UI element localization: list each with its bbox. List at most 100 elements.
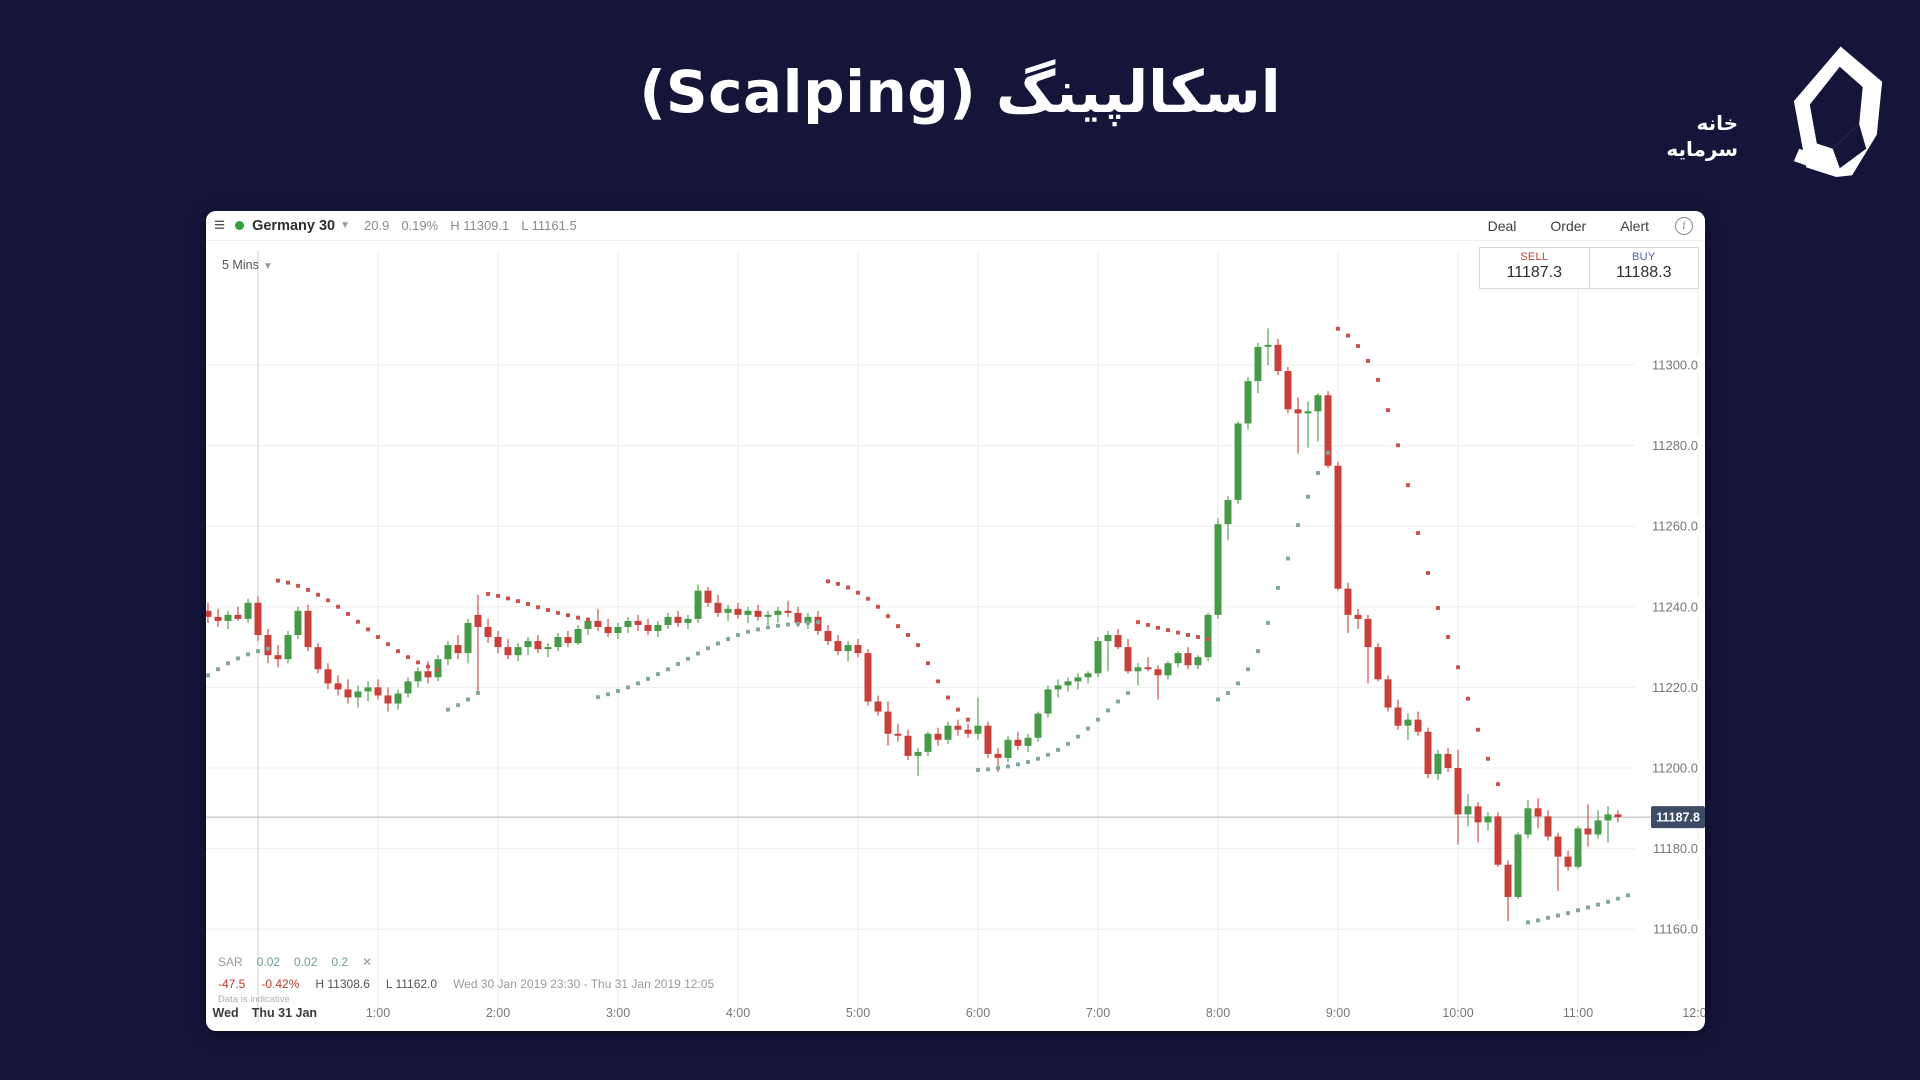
candle (324, 669, 332, 684)
candle (1194, 657, 1202, 666)
candle (1074, 677, 1082, 682)
candle (594, 620, 602, 627)
sar-dot (246, 652, 251, 657)
sar-dot (1156, 625, 1160, 630)
candle (614, 626, 622, 633)
candle (1254, 346, 1262, 382)
candle (1444, 753, 1452, 768)
sar-dot (1476, 727, 1481, 732)
candle (1274, 344, 1282, 372)
candle (654, 624, 662, 631)
x-axis-label: 7:00 (1086, 1006, 1110, 1020)
sar-dot (436, 667, 440, 672)
candle (894, 733, 902, 736)
sar-dot (336, 604, 341, 609)
price-chart[interactable]: 11160.0 11180.0 11200.0 11220.0 11240.0 11260… (206, 211, 1705, 1031)
candle (284, 635, 292, 660)
y-axis-label: 11300.0 (1652, 358, 1698, 373)
x-axis-label: 8:00 (1206, 1006, 1230, 1020)
candle (364, 687, 372, 692)
candle (424, 671, 432, 678)
candle (1394, 707, 1402, 726)
sar-dot (486, 591, 491, 596)
sar-dot (1236, 681, 1241, 686)
chevron-down-icon[interactable]: ▼ (340, 220, 351, 231)
candle (574, 628, 582, 644)
sar-dot (1285, 556, 1290, 561)
candle (494, 637, 502, 648)
sar-dot (1056, 747, 1061, 752)
sar-dot (796, 621, 800, 626)
candle (714, 602, 722, 613)
candle (1224, 500, 1232, 525)
candle (824, 630, 832, 642)
candle (764, 614, 772, 617)
candle (1554, 836, 1562, 857)
sar-dot (366, 627, 371, 632)
candle (854, 645, 862, 654)
instrument-name[interactable]: Germany 30 (252, 217, 336, 234)
candle (294, 610, 302, 636)
x-axis-label: 11:00 (1563, 1006, 1593, 1020)
sar-dot (936, 679, 941, 684)
sar-dot (976, 768, 980, 773)
candle (884, 711, 892, 734)
deal-button[interactable]: Deal (1487, 217, 1517, 234)
sar-dot (1486, 756, 1490, 761)
sar-dot (1435, 606, 1440, 611)
candle (1124, 647, 1132, 672)
candle (844, 645, 852, 652)
sar-dot (1296, 522, 1301, 527)
sar-dot (1266, 620, 1271, 625)
sar-dot (706, 646, 710, 651)
sar-dot (805, 620, 810, 625)
menu-icon[interactable]: ≡ (214, 215, 226, 236)
candle (584, 620, 592, 629)
indicator-close-icon[interactable]: ✕ (362, 955, 373, 969)
sar-dot (876, 604, 881, 609)
sar-dot (786, 622, 791, 627)
sar-dot (1255, 649, 1260, 654)
candle (554, 637, 562, 648)
stat-change-pct: -0.42% (261, 977, 300, 991)
y-axis-label: 11240.0 (1652, 599, 1698, 614)
buy-button[interactable]: BUY 11188.3 (1588, 248, 1699, 288)
sell-button[interactable]: SELL 11187.3 (1480, 248, 1589, 288)
sar-dot (355, 619, 360, 624)
sell-buy-box: SELL 11187.3 BUY 11188.3 (1479, 247, 1699, 289)
sar-dot (556, 610, 560, 615)
candle (924, 733, 932, 752)
candle (774, 610, 782, 615)
candle (1384, 679, 1392, 708)
candle (374, 687, 382, 696)
house-logo-icon (1793, 46, 1883, 178)
candle (1424, 731, 1432, 775)
info-icon[interactable]: i (1675, 216, 1693, 235)
sar-dot (1555, 913, 1560, 918)
candle (454, 645, 462, 654)
candle (1034, 713, 1042, 738)
order-button[interactable]: Order (1550, 217, 1587, 234)
y-axis-label: 11200.0 (1652, 761, 1698, 776)
sar-dot (1246, 667, 1250, 672)
sar-dot (1416, 531, 1421, 536)
sar-dot (1066, 741, 1070, 746)
sar-dot (1315, 471, 1320, 476)
sar-dot (955, 707, 960, 712)
header-actions: Deal Order Alert (1488, 218, 1649, 234)
sar-dot (265, 646, 270, 651)
sar-dot (1576, 908, 1580, 913)
sar-dot (1116, 699, 1121, 704)
indicator-param-3: 0.2 (331, 955, 349, 969)
candle (1504, 864, 1512, 897)
sar-dot (1495, 782, 1500, 787)
sar-dot (895, 624, 900, 629)
sar-dot (1036, 756, 1040, 761)
sar-dot (816, 620, 821, 625)
market-open-dot-icon (235, 221, 245, 230)
timeframe-dropdown[interactable]: 5 Mins ▼ (222, 258, 273, 272)
sar-dot (1626, 893, 1631, 898)
candle (244, 602, 252, 619)
alert-button[interactable]: Alert (1620, 217, 1649, 234)
candle (1094, 641, 1102, 674)
